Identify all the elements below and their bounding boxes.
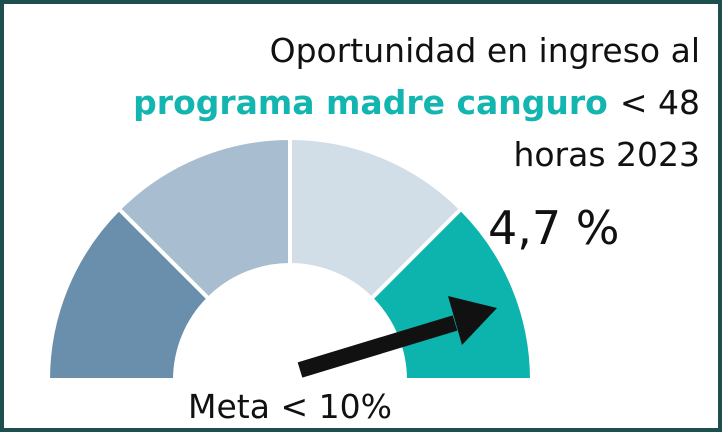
needle-shaft bbox=[297, 315, 458, 378]
needle bbox=[297, 296, 497, 378]
value-label: 4,7 % bbox=[488, 201, 620, 255]
title-text: < 48 bbox=[620, 83, 700, 122]
title-highlight: programa madre canguro bbox=[133, 83, 608, 122]
title-line: horas 2023 bbox=[513, 135, 700, 174]
title-line: programa madre canguro < 48 bbox=[133, 83, 700, 122]
gauge bbox=[45, 135, 535, 382]
title-line: Oportunidad en ingreso al bbox=[270, 31, 700, 70]
goal-label: Meta < 10% bbox=[188, 387, 392, 426]
needle-head bbox=[448, 296, 497, 345]
